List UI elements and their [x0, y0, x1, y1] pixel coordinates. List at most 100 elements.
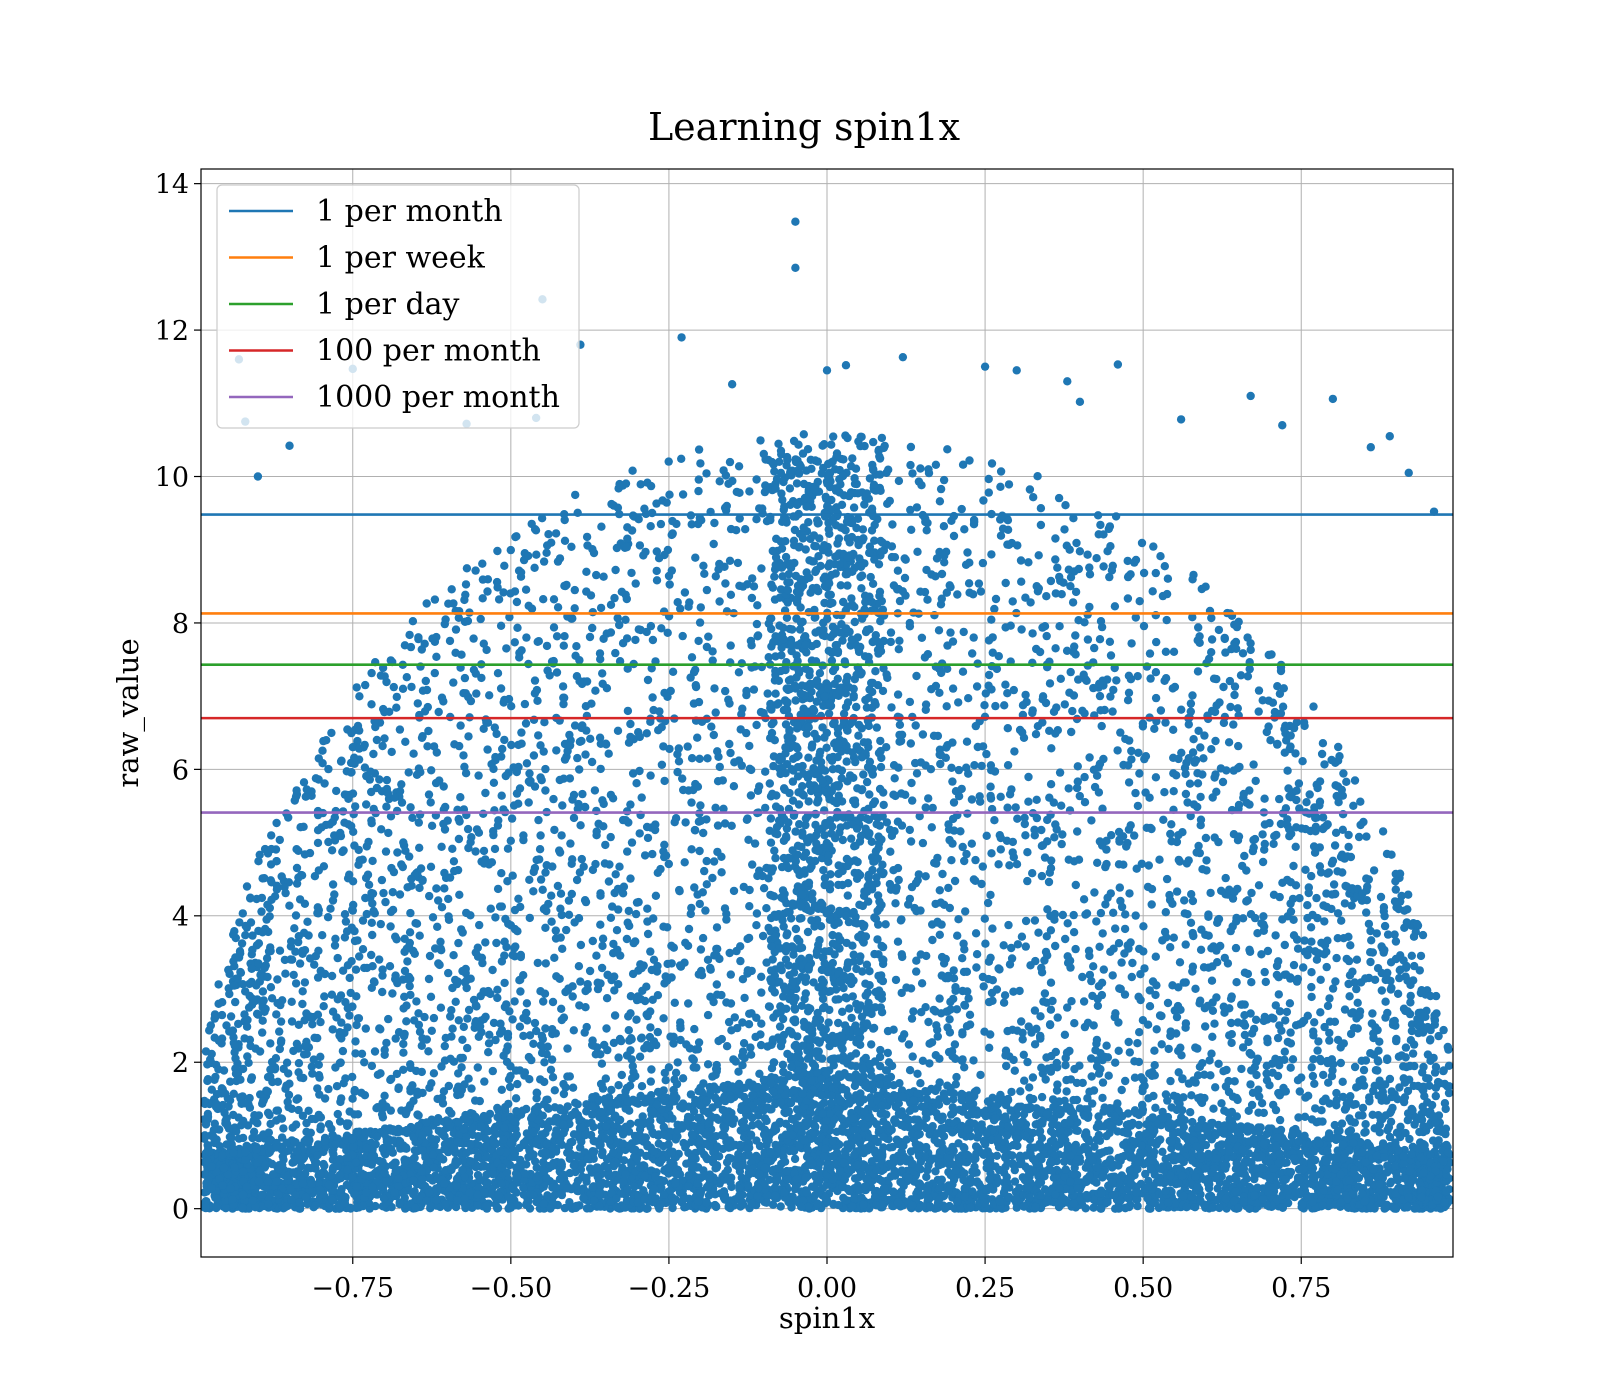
scatter-point	[1106, 651, 1116, 660]
scatter-point	[1030, 916, 1040, 925]
scatter-point	[1130, 831, 1139, 840]
scatter-point	[978, 862, 987, 871]
scatter-point	[529, 1039, 538, 1049]
scatter-point	[731, 1057, 740, 1066]
scatter-point	[571, 490, 580, 500]
scatter-point	[1056, 674, 1066, 683]
scatter-point	[380, 734, 389, 743]
scatter-point	[1366, 1049, 1375, 1058]
scatter-point	[1217, 1099, 1226, 1108]
scatter-point	[1361, 1120, 1370, 1129]
scatter-point	[734, 462, 744, 471]
scatter-point	[687, 754, 697, 763]
scatter-point	[607, 1085, 616, 1095]
scatter-point	[1073, 762, 1083, 771]
scatter-point	[943, 641, 952, 650]
scatter-point	[1219, 682, 1228, 692]
scatter-point	[1181, 789, 1191, 799]
scatter-point	[378, 971, 387, 980]
scatter-point	[978, 558, 988, 568]
scatter-point	[1137, 859, 1147, 868]
scatter-point	[890, 774, 899, 783]
scatter-point	[1159, 815, 1168, 824]
scatter-point	[1231, 943, 1241, 953]
scatter-point	[1400, 923, 1409, 932]
scatter-point	[386, 812, 396, 821]
scatter-point	[1072, 783, 1082, 793]
scatter-point	[493, 985, 502, 994]
scatter-point	[425, 951, 435, 961]
scatter-point	[547, 891, 556, 900]
scatter-point	[1090, 643, 1099, 653]
scatter-point	[1209, 1104, 1218, 1113]
scatter-point	[463, 1014, 472, 1023]
scatter-point	[991, 594, 1001, 604]
scatter-point	[1046, 864, 1056, 873]
scatter-point	[1175, 958, 1185, 967]
scatter-point	[984, 997, 994, 1007]
scatter-point	[742, 728, 751, 738]
scatter-point	[1013, 940, 1023, 949]
scatter-point	[1055, 768, 1065, 777]
scatter-point	[843, 433, 852, 443]
scatter-point	[345, 790, 355, 800]
scatter-point	[1098, 1093, 1107, 1103]
scatter-point	[381, 847, 391, 856]
scatter-point	[1408, 1049, 1418, 1058]
scatter-point	[996, 482, 1005, 491]
scatter-point	[461, 590, 470, 599]
scatter-point	[1004, 920, 1013, 930]
scatter-point	[415, 931, 424, 940]
scatter-point	[540, 1058, 549, 1067]
scatter-point	[1271, 1001, 1281, 1010]
scatter-point	[254, 857, 263, 866]
scatter-point	[756, 436, 765, 445]
scatter-point	[1300, 936, 1309, 945]
scatter-point	[982, 831, 991, 840]
scatter-point	[557, 1004, 566, 1013]
scatter-point	[1058, 910, 1068, 920]
scatter-point	[905, 697, 915, 707]
scatter-point	[962, 1021, 972, 1031]
scatter-point	[599, 634, 608, 643]
scatter-point	[1361, 1127, 1370, 1137]
scatter-point	[582, 587, 591, 596]
scatter-point	[965, 456, 974, 465]
scatter-point	[715, 477, 724, 486]
scatter-point	[1063, 919, 1072, 928]
scatter-point	[1062, 646, 1072, 655]
scatter-point	[525, 769, 534, 778]
scatter-point	[372, 783, 382, 793]
scatter-point	[1391, 885, 1401, 894]
scatter-point	[392, 703, 401, 712]
scatter-point	[752, 720, 761, 730]
scatter-point	[320, 992, 329, 1001]
scatter-point	[1070, 1064, 1079, 1074]
scatter-point	[1078, 1078, 1087, 1088]
scatter-point	[512, 767, 521, 777]
scatter-point	[300, 978, 310, 987]
scatter-point	[912, 967, 921, 976]
scatter-point	[454, 1069, 463, 1078]
scatter-point	[1133, 1039, 1142, 1048]
scatter-point	[1122, 842, 1131, 851]
scatter-point	[1259, 1016, 1269, 1026]
scatter-point	[1250, 913, 1260, 923]
scatter-point	[838, 1007, 847, 1016]
scatter-point	[555, 554, 565, 563]
scatter-point	[627, 838, 637, 847]
scatter-point	[726, 641, 735, 650]
scatter-point	[1362, 832, 1371, 841]
scatter-point	[737, 761, 746, 770]
scatter-point	[424, 726, 433, 736]
scatter-point	[945, 581, 954, 590]
scatter-point	[1251, 776, 1260, 786]
scatter-point	[965, 558, 974, 567]
scatter-point	[721, 579, 730, 588]
scatter-point	[631, 579, 640, 588]
scatter-point	[603, 1045, 612, 1055]
scatter-point	[931, 1086, 940, 1096]
scatter-point	[1141, 752, 1151, 761]
scatter-point	[277, 872, 286, 881]
scatter-point	[1010, 747, 1019, 756]
